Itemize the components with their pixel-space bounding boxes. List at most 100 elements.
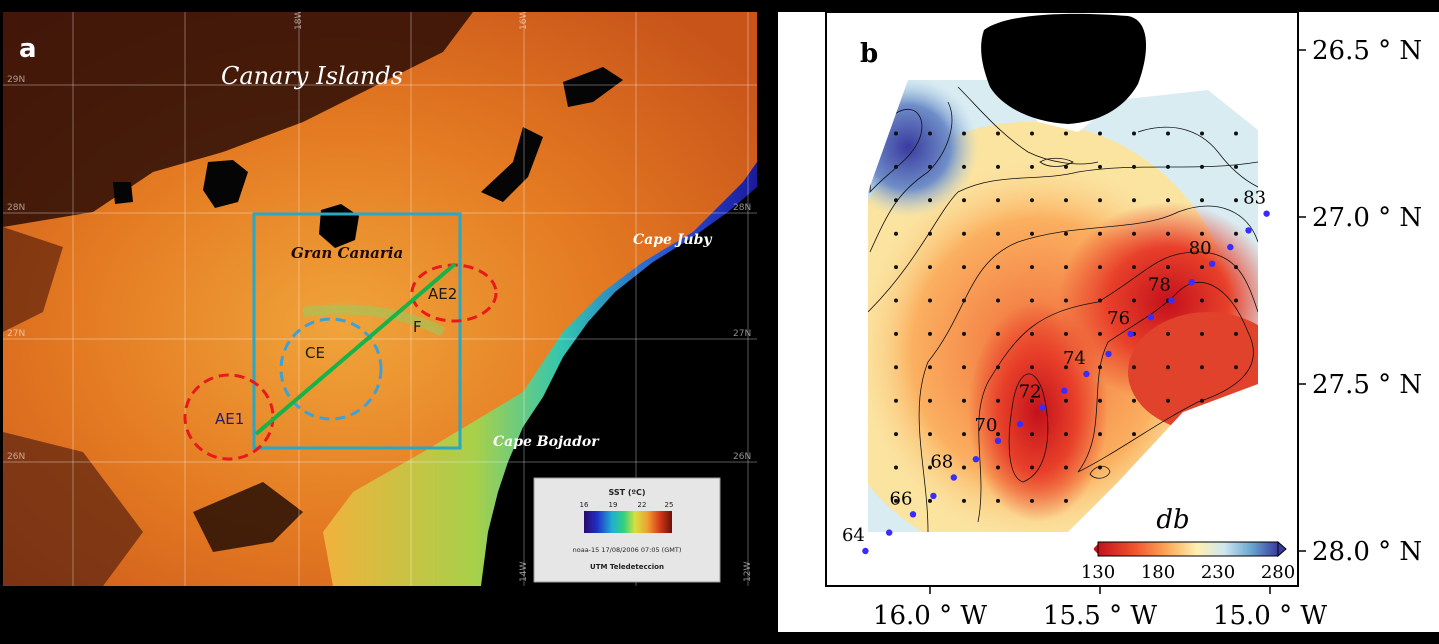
sst-legend-title: SST (ºC) xyxy=(608,488,645,497)
label-front: F xyxy=(413,318,422,336)
fuerteventura-island xyxy=(481,127,543,202)
grid-station-dot xyxy=(1030,365,1034,370)
sst-legend-colorbar xyxy=(584,511,672,533)
grid-station-dot xyxy=(1098,265,1102,270)
grid-station-dot xyxy=(1132,131,1136,136)
grid-station-dot xyxy=(1132,398,1136,403)
grid-station-dot xyxy=(1166,365,1170,370)
sst-map-panel: 29N 28N 27N 26N 28N 27N 26N 18W 16W 14W … xyxy=(3,12,757,586)
grid-station-dot xyxy=(1064,465,1068,470)
panel-b-label: b xyxy=(860,39,878,69)
grid-station-dot xyxy=(1030,432,1034,437)
lon-label-14w: 14W xyxy=(519,562,529,582)
lon-label-18w: 18W xyxy=(294,12,304,30)
study-area-box xyxy=(252,212,462,450)
eddy-ce-outline xyxy=(279,317,383,421)
grid-station-dot xyxy=(894,198,898,203)
grid-station-dot xyxy=(1064,365,1068,370)
grid-station-dot xyxy=(996,131,1000,136)
sst-legend-tick-22: 22 xyxy=(638,501,647,509)
grid-station-dot xyxy=(1064,198,1068,203)
grid-station-dot xyxy=(1064,164,1068,169)
grid-station-dot xyxy=(1234,231,1238,236)
grid-station-dot xyxy=(1098,365,1102,370)
sst-legend: SST (ºC) 16 19 22 25 noaa-15 17/08/2006 … xyxy=(533,477,721,583)
grid-station-dot xyxy=(1132,365,1136,370)
grid-station-dot xyxy=(996,298,1000,303)
grid-station-dot xyxy=(1064,432,1068,437)
transect-station-dot xyxy=(1061,387,1068,394)
grid-station-dot xyxy=(894,298,898,303)
transect-station-dot xyxy=(1209,260,1216,267)
grid-station-dot xyxy=(1064,398,1068,403)
grid-station-dot xyxy=(1200,365,1204,370)
grid-station-dot xyxy=(894,498,898,503)
cloud-mask-northwest xyxy=(3,12,473,227)
transect-station-dot xyxy=(972,456,980,463)
grid-station-dot xyxy=(1200,131,1204,136)
grid-station-dot xyxy=(1200,398,1204,403)
label-cape-bojador: Cape Bojador xyxy=(493,434,600,450)
grid-station-dot xyxy=(894,432,898,437)
station-label: 78 xyxy=(1148,275,1171,296)
grid-station-dot xyxy=(996,498,1000,503)
sst-legend-tick-19: 19 xyxy=(609,501,618,509)
grid-station-dot xyxy=(1200,265,1204,270)
grid-station-dot xyxy=(1098,432,1102,437)
grid-station-dot xyxy=(1030,131,1034,136)
grid-station-dot xyxy=(894,465,898,470)
grid-station-dot xyxy=(1132,298,1136,303)
grid-station-dot xyxy=(928,131,932,136)
grid-station-dot xyxy=(928,265,932,270)
grid-station-dot xyxy=(1098,331,1102,336)
station-label: 76 xyxy=(1107,308,1130,329)
db-map-panel: 64 66 68 70 72 74 76 78 80 83 b db 130 180 230 28… xyxy=(778,11,1439,632)
grid-station-dot xyxy=(928,298,932,303)
grid-station-dot xyxy=(996,432,1000,437)
plot-frame xyxy=(825,11,1299,587)
label-cape-juby: Cape Juby xyxy=(633,232,712,248)
lat-label-29n: 29N xyxy=(7,75,25,85)
x-tick-label: 15.5 ° W xyxy=(1043,601,1157,631)
grid-station-dot xyxy=(894,365,898,370)
grid-station-dot xyxy=(1132,265,1136,270)
grid-station-dot xyxy=(1030,231,1034,236)
grid-station-dot xyxy=(1200,231,1204,236)
colorbar-label: db xyxy=(1156,505,1189,535)
x-tick-label: 16.0 ° W xyxy=(873,601,987,631)
grid-station-dot xyxy=(1166,231,1170,236)
lat-label-28n-right: 28N xyxy=(733,203,751,213)
grid-station-dot xyxy=(962,465,966,470)
grid-station-dot xyxy=(962,398,966,403)
label-gran-canaria: Gran Canaria xyxy=(291,244,403,262)
x-axis: 16.0 ° W 15.5 ° W 15.0 ° W xyxy=(873,586,1327,631)
grid-station-dot xyxy=(1132,231,1136,236)
lat-label-28n: 28N xyxy=(7,203,25,213)
db-field xyxy=(868,80,1258,532)
transect-station-dot xyxy=(1147,314,1155,321)
grid-station-dot xyxy=(1200,298,1204,303)
sst-legend-tick-25: 25 xyxy=(665,501,674,509)
grid-station-dot xyxy=(1200,164,1204,169)
lat-label-26n-right: 26N xyxy=(733,452,751,462)
grid-station-dot xyxy=(1166,131,1170,136)
grid-station-dot xyxy=(1234,131,1238,136)
grid-station-dot xyxy=(1098,231,1102,236)
colorbar-tick-130: 130 xyxy=(1081,562,1115,583)
front-band xyxy=(302,304,446,337)
grid-station-dot xyxy=(928,164,932,169)
transect-station-dot xyxy=(886,529,893,536)
grid-station-dot xyxy=(962,365,966,370)
lat-label-27n-right: 27N xyxy=(733,329,751,339)
transect-station-dot xyxy=(930,492,937,500)
grid-station-dot xyxy=(1030,331,1034,336)
grid-station-dot xyxy=(1234,198,1238,203)
transect-station-dot xyxy=(1188,278,1195,286)
grid-station-dot xyxy=(894,131,898,136)
region-title: Canary Islands xyxy=(221,62,403,90)
grid-station-dot xyxy=(962,432,966,437)
grid-station-dot xyxy=(928,365,932,370)
grid-station-dot xyxy=(1132,164,1136,169)
transect-station-dot xyxy=(1039,404,1046,411)
y-tick-label: 27.5 ° N xyxy=(1312,370,1422,400)
